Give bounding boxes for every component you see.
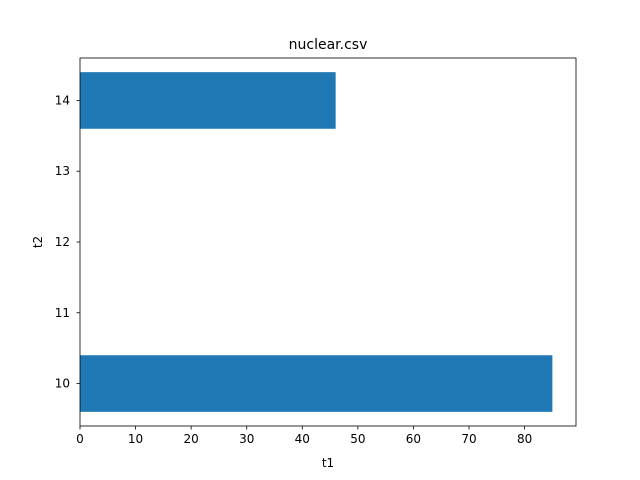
bar-14 xyxy=(80,72,336,129)
x-axis-label: t1 xyxy=(322,456,334,470)
x-tick-label: 30 xyxy=(239,432,254,446)
y-axis-ticks: 10 11 12 13 14 xyxy=(55,93,80,391)
x-tick-label: 60 xyxy=(406,432,421,446)
y-tick-label: 12 xyxy=(55,235,70,249)
x-tick-label: 80 xyxy=(517,432,532,446)
x-axis-ticks: 0 10 20 30 40 50 60 70 80 xyxy=(76,426,532,446)
y-axis-label: t2 xyxy=(31,236,45,248)
x-tick-label: 0 xyxy=(76,432,84,446)
y-tick-label: 11 xyxy=(55,306,70,320)
x-tick-label: 70 xyxy=(461,432,476,446)
bar-10 xyxy=(80,355,553,412)
x-tick-label: 10 xyxy=(128,432,143,446)
bars-group xyxy=(80,72,553,412)
x-tick-label: 20 xyxy=(184,432,199,446)
chart-title: nuclear.csv xyxy=(289,37,368,53)
x-tick-label: 40 xyxy=(295,432,310,446)
x-tick-label: 50 xyxy=(350,432,365,446)
y-tick-label: 14 xyxy=(55,93,70,107)
y-tick-label: 13 xyxy=(55,164,70,178)
y-tick-label: 10 xyxy=(55,377,70,391)
